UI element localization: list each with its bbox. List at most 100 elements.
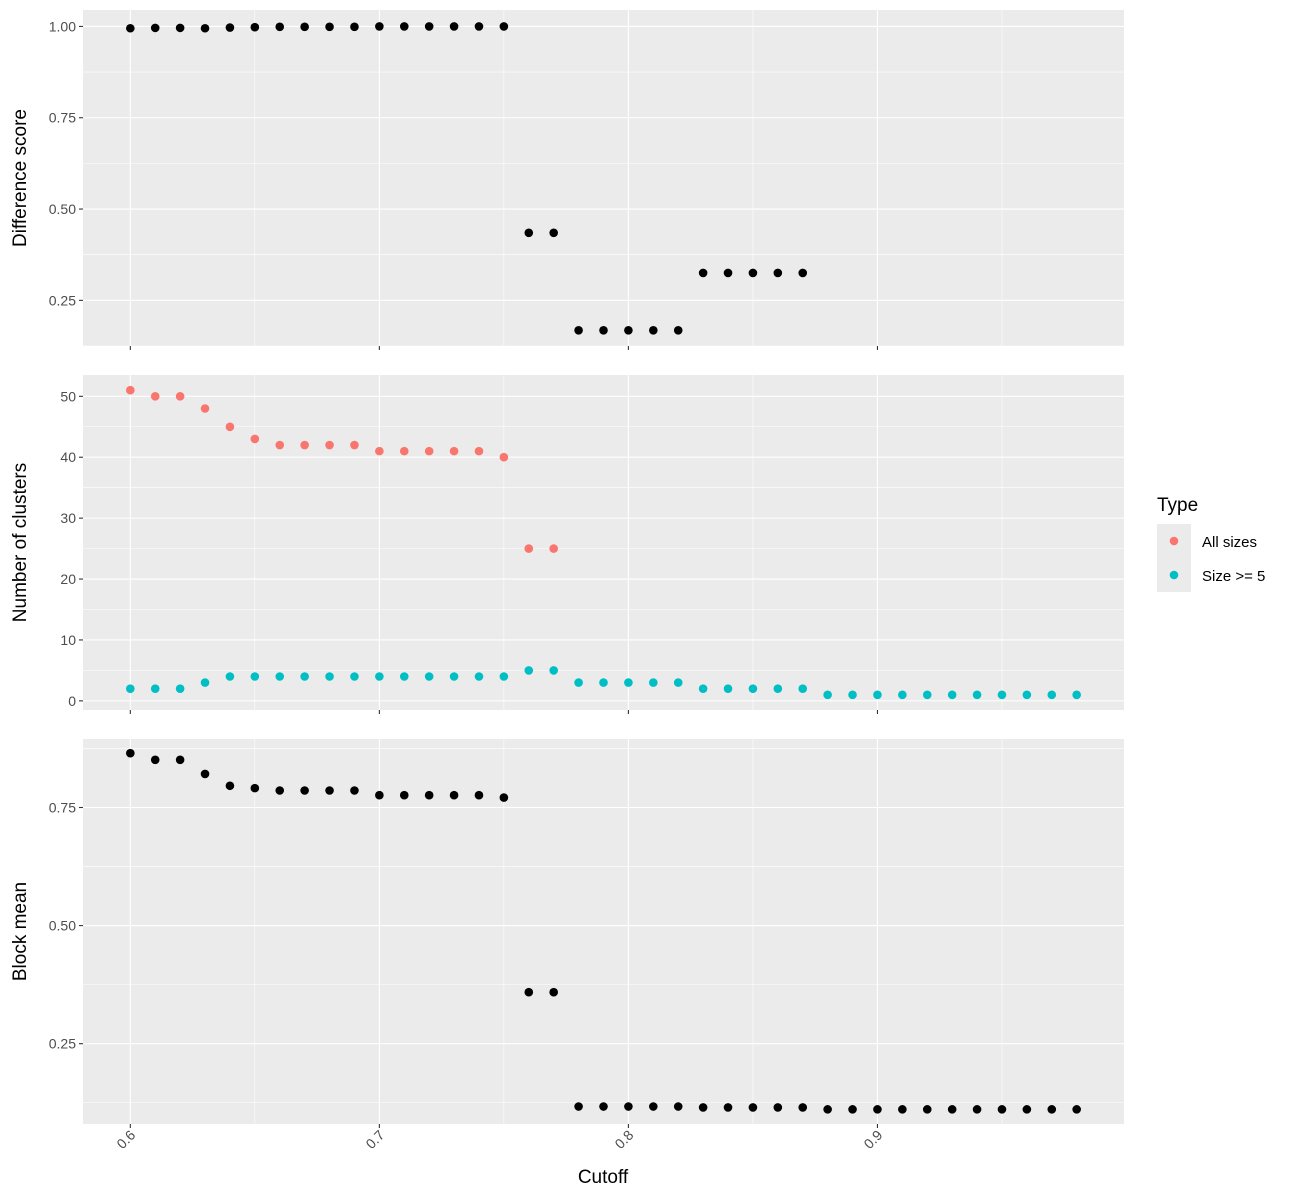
data-point xyxy=(424,672,434,681)
data-point xyxy=(549,987,558,997)
data-point xyxy=(599,325,608,335)
data-point xyxy=(823,690,832,700)
data-point xyxy=(474,22,484,31)
data-point xyxy=(574,678,583,687)
data-point xyxy=(972,1105,982,1114)
data-point xyxy=(375,672,384,681)
series-points xyxy=(126,748,1081,1114)
data-point xyxy=(549,544,558,553)
data-point xyxy=(898,690,907,700)
y-axis-title-panel-3: Block mean xyxy=(10,882,31,981)
data-point xyxy=(673,325,683,335)
data-point xyxy=(873,1105,882,1114)
data-point xyxy=(723,1103,733,1112)
y-tick-label-0-25: 0.25 xyxy=(49,1036,76,1052)
data-point xyxy=(698,1103,708,1112)
data-point xyxy=(499,22,509,31)
x-tick-label-0-8: 0.8 xyxy=(611,1127,636,1152)
x-axis-title: Cutoff xyxy=(578,1167,629,1188)
data-point xyxy=(773,1103,783,1112)
data-point xyxy=(748,684,758,693)
data-point xyxy=(225,672,235,681)
data-point xyxy=(549,228,558,238)
data-point xyxy=(599,1102,608,1111)
data-point xyxy=(1072,1105,1081,1114)
data-point xyxy=(524,987,534,997)
data-point xyxy=(126,748,135,758)
data-point xyxy=(325,786,334,795)
data-point xyxy=(350,22,359,32)
data-point xyxy=(150,23,160,33)
data-point xyxy=(275,786,285,795)
data-point xyxy=(649,1102,658,1111)
data-point xyxy=(624,678,633,687)
data-point xyxy=(624,325,633,335)
data-point xyxy=(350,786,359,795)
data-point xyxy=(773,684,783,693)
y-tick-label-10: 10 xyxy=(60,632,76,648)
panel-3: 0.25 0.50 0.75 Block mean xyxy=(10,739,1124,1128)
data-point xyxy=(449,672,459,681)
data-point xyxy=(947,690,957,700)
legend-title: Type xyxy=(1157,495,1198,516)
legend-key-all-sizes xyxy=(1169,536,1179,546)
y-axis-title-panel-1: Difference score xyxy=(10,109,31,247)
data-point xyxy=(175,23,185,33)
data-point xyxy=(325,440,334,450)
data-point xyxy=(748,1103,758,1112)
data-point xyxy=(250,672,260,681)
y-tick-label-0-75: 0.75 xyxy=(49,799,76,815)
data-point xyxy=(624,1102,633,1111)
data-point xyxy=(175,392,185,401)
panel-background xyxy=(83,739,1124,1124)
y-axis-title-panel-2: Number of clusters xyxy=(10,463,31,622)
data-point xyxy=(175,755,185,765)
data-point xyxy=(798,684,808,693)
data-point xyxy=(200,769,210,779)
data-point xyxy=(325,672,334,681)
data-point xyxy=(499,452,509,462)
panel-background xyxy=(83,375,1124,710)
data-point xyxy=(574,1102,583,1111)
data-point xyxy=(649,325,658,335)
data-point xyxy=(300,786,309,795)
y-tick-label-0-25: 0.25 xyxy=(49,292,76,308)
data-point xyxy=(225,23,235,32)
data-point xyxy=(449,790,459,800)
data-point xyxy=(350,440,359,450)
data-point xyxy=(250,22,260,32)
data-point xyxy=(499,793,509,802)
data-point xyxy=(175,684,185,693)
y-tick-label-30: 30 xyxy=(60,510,76,526)
data-point xyxy=(126,385,135,395)
y-tick-label-0-50: 0.50 xyxy=(49,918,76,934)
data-point xyxy=(424,790,434,800)
y-tick-label-0-75: 0.75 xyxy=(49,110,76,126)
data-point xyxy=(922,690,932,700)
data-point xyxy=(574,325,583,335)
data-point xyxy=(449,446,459,456)
data-point xyxy=(798,1103,808,1112)
data-point xyxy=(524,544,534,553)
data-point xyxy=(474,446,484,456)
data-point xyxy=(474,672,484,681)
data-point xyxy=(150,392,160,401)
data-point xyxy=(947,1105,957,1114)
panel-background xyxy=(83,10,1124,346)
data-point xyxy=(300,440,309,450)
data-point xyxy=(1022,690,1032,700)
data-point xyxy=(673,1102,683,1111)
data-point xyxy=(325,22,334,32)
data-point xyxy=(399,790,409,800)
data-point xyxy=(1047,690,1057,700)
data-point xyxy=(225,422,235,432)
data-point xyxy=(275,440,285,450)
data-point xyxy=(399,22,409,31)
data-point xyxy=(1022,1105,1032,1114)
data-point xyxy=(275,672,285,681)
data-point xyxy=(898,1105,907,1114)
y-tick-label-1-00: 1.00 xyxy=(49,18,76,34)
x-tick-label-0-9: 0.9 xyxy=(860,1127,885,1152)
data-point xyxy=(375,446,384,456)
